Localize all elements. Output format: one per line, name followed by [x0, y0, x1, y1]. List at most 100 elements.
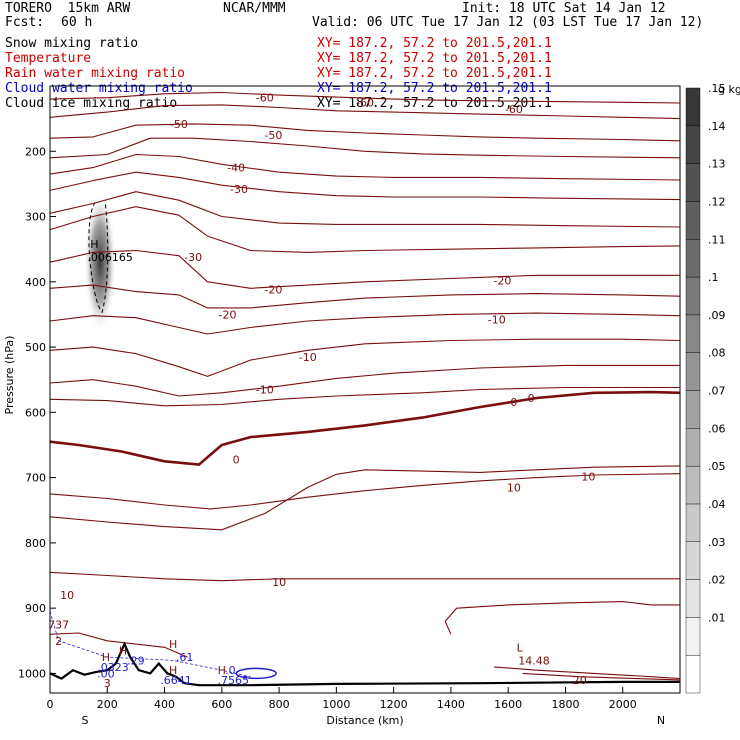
annotation-2: H	[119, 645, 127, 658]
colorbar-swatch-6	[685, 428, 701, 467]
contour-label-6: -30	[230, 183, 248, 196]
temperature-contour-19	[49, 632, 188, 658]
x-axis-left-end: S	[82, 714, 89, 727]
y-tick-label-4: 600	[25, 406, 46, 419]
x-tick-label-6: 1200	[380, 698, 408, 711]
contour-label-1: -60	[356, 96, 374, 109]
colorbar-swatch-12	[685, 201, 701, 240]
temperature-contour-9	[49, 284, 681, 309]
contour-label-3: -50	[170, 118, 188, 131]
snow-contour-dashed	[88, 201, 109, 314]
x-tick-label-8: 1600	[494, 698, 522, 711]
colorbar-swatch-0	[685, 654, 701, 694]
temperature-contour-10	[49, 312, 681, 335]
contour-label-7: -30	[184, 251, 202, 264]
annotation-9: .29	[127, 654, 145, 667]
colorbar-swatch-14	[685, 125, 701, 164]
contour-label-19: 10	[272, 576, 286, 589]
annotation-3: H	[169, 638, 177, 651]
annotation-12: .0	[225, 664, 236, 677]
colorbar-label-4: .04	[708, 498, 726, 511]
contour-label-4: -50	[264, 129, 282, 142]
annotation-17: 3	[104, 677, 111, 690]
colorbar-label-3: .03	[708, 536, 726, 549]
annotation-0: H	[90, 238, 98, 251]
x-tick-label-3: 600	[211, 698, 232, 711]
field-xy-cloud-water: XY= 187.2, 57.2 to 201.5,201.1	[317, 81, 552, 96]
colorbar-label-11: .11	[708, 233, 726, 246]
temperature-contours	[49, 91, 681, 681]
temperature-contour-3	[49, 137, 681, 159]
snow-shading	[84, 192, 117, 333]
x-tick-label-2: 400	[154, 698, 175, 711]
cloud-water-contour	[49, 611, 251, 678]
y-tick-label-0: 200	[25, 145, 46, 158]
model-title: TORERO 15km ARW	[5, 1, 131, 16]
y-tick-label-8: 1000	[18, 667, 46, 680]
field-xy-snow: XY= 187.2, 57.2 to 201.5,201.1	[317, 36, 552, 51]
temperature-contour-1	[49, 104, 681, 120]
y-tick-label-6: 800	[25, 537, 46, 550]
colorbar-label-5: .05	[708, 460, 726, 473]
plot-frame	[49, 85, 681, 694]
temperature-contour-2	[49, 123, 681, 142]
center-title: NCAR/MMM	[223, 1, 286, 16]
colorbar-label-6: .06	[708, 422, 726, 435]
y-tick-label-1: 300	[25, 211, 46, 224]
temperature-contour-6	[49, 191, 681, 228]
y-tick-label-3: 500	[25, 341, 46, 354]
field-xy-temperature: XY= 187.2, 57.2 to 201.5,201.1	[317, 51, 552, 66]
field-name-temperature: Temperature	[5, 51, 92, 66]
colorbar-label-8: .08	[708, 347, 726, 360]
contour-label-14: 0	[233, 453, 240, 466]
contour-label-10: -20	[493, 275, 511, 288]
x-tick-label-5: 1000	[322, 698, 350, 711]
contour-label-20: 10	[60, 589, 74, 602]
y-axis-label: Pressure (hPa)	[3, 336, 16, 415]
forecast-hours: 60 h	[61, 15, 93, 30]
annotation-11: .0323	[97, 661, 129, 674]
terrain-line	[49, 641, 680, 687]
contour-label-9: -20	[219, 308, 237, 321]
temperature-contour-13	[49, 386, 680, 407]
annotation-13: .00	[97, 667, 115, 680]
contour-label-5: -40	[227, 162, 245, 175]
annotation-5: H	[169, 664, 177, 677]
colorbar-swatch-5	[685, 465, 701, 505]
field-name-snow: Snow mixing ratio	[5, 36, 139, 51]
contour-label-16: 0	[528, 392, 535, 405]
colorbar-label-12: .12	[708, 195, 726, 208]
contour-label-15: 0	[510, 396, 517, 409]
annotation-16: 737	[48, 618, 69, 631]
temperature-contour-0	[49, 91, 681, 104]
colorbar-swatch-1	[685, 617, 701, 656]
contour-label-21: 20	[573, 674, 587, 687]
temperature-contour-11	[49, 338, 681, 377]
colorbar-unit: g kg-1	[718, 83, 740, 96]
contour-label-17: 10	[507, 481, 521, 494]
field-name-rain: Rain water mixing ratio	[5, 66, 186, 81]
colorbar-swatch-8	[685, 352, 701, 391]
annotation-8: 14.48	[518, 654, 550, 667]
x-tick-label-1: 200	[97, 698, 118, 711]
temperature-contour-4	[49, 153, 681, 181]
colorbar-swatch-4	[685, 503, 701, 542]
x-axis-label: Distance (km)	[326, 714, 403, 727]
contour-label-12: -10	[256, 384, 274, 397]
colorbar-label-15: .15	[708, 82, 726, 95]
x-tick-label-10: 2000	[609, 698, 637, 711]
temperature-contour-20	[493, 666, 681, 680]
annotation-15: .7565	[218, 674, 250, 687]
colorbar-label-2: .02	[708, 574, 726, 587]
contour-labels: -60 -60 -60 -50 -50 -40 -30 -30 -20 -20 -20 -10 -10 -…	[60, 92, 595, 687]
colorbar: .01 .02 .03 .04 .05 .06 .07 .08 .09 .1 .11 .12 .13 .1…	[685, 82, 726, 694]
contour-label-13: -10	[488, 314, 506, 327]
temperature-contour-14	[49, 390, 681, 466]
annotation-6: H	[218, 664, 226, 677]
annotation-7: L	[517, 641, 524, 654]
colorbar-label-13: .13	[708, 158, 726, 171]
temperature-contour-7	[49, 206, 681, 253]
field-xy-rain: XY= 187.2, 57.2 to 201.5,201.1	[317, 66, 552, 81]
